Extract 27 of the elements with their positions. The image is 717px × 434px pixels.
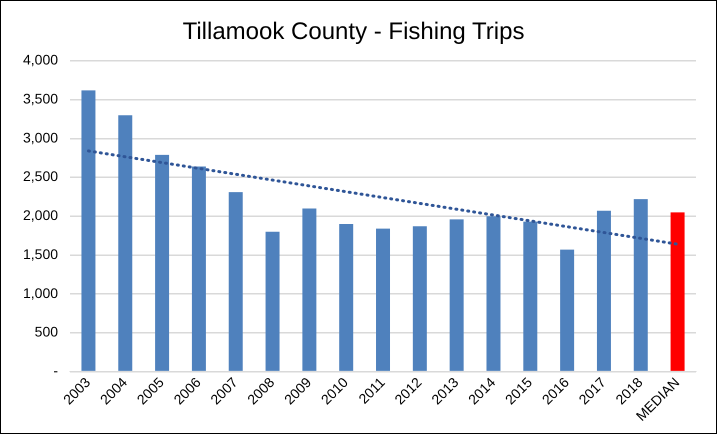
chart-title: Tillamook County - Fishing Trips <box>182 18 524 46</box>
y-tick-label: 1,500 <box>22 246 58 262</box>
bar <box>266 232 280 371</box>
bar <box>670 212 685 371</box>
bar <box>118 115 132 371</box>
bar <box>486 216 500 371</box>
y-tick-label: 4,000 <box>22 52 58 68</box>
bar <box>376 228 390 371</box>
bar <box>596 210 611 371</box>
y-tick-label: 2,000 <box>22 207 58 224</box>
bar <box>523 222 538 371</box>
y-tick-label: 3,500 <box>22 90 58 107</box>
bar <box>339 224 354 371</box>
bar <box>228 192 243 371</box>
bar <box>560 250 574 371</box>
y-tick-label: 500 <box>34 324 58 340</box>
y-tick-label: 1,000 <box>22 284 58 301</box>
bar <box>450 219 464 371</box>
bar <box>192 166 206 371</box>
y-tick-label: 3,000 <box>22 129 58 146</box>
y-tick-label: 2,500 <box>22 168 58 184</box>
bar <box>412 226 427 371</box>
bar <box>155 154 170 371</box>
bar <box>81 90 96 371</box>
y-tick-label: - <box>53 362 58 378</box>
bar <box>634 199 648 371</box>
bar <box>302 208 316 371</box>
